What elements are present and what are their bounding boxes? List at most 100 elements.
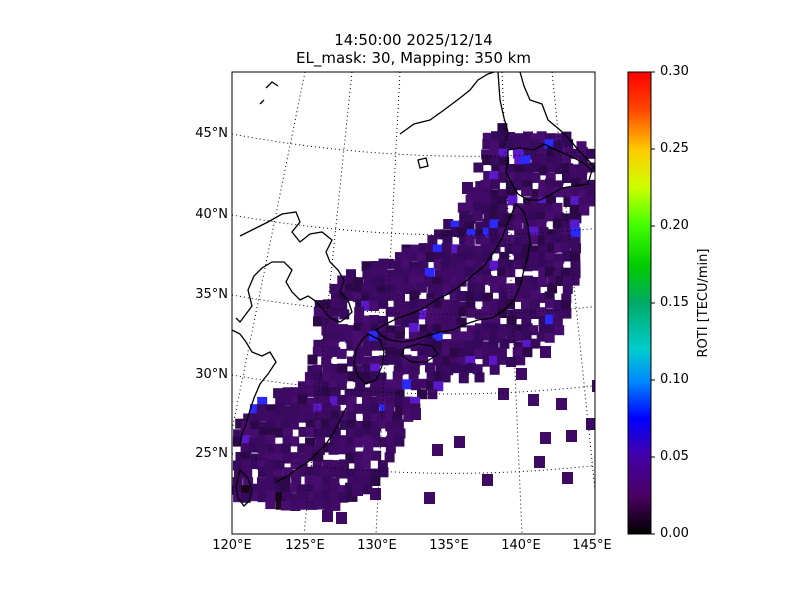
roti-cell	[546, 196, 556, 207]
roti-cell	[547, 229, 558, 240]
roti-cell	[410, 380, 421, 391]
roti-cell	[458, 220, 469, 231]
roti-cell	[523, 131, 533, 142]
roti-cell	[497, 123, 508, 134]
roti-cell	[274, 419, 285, 430]
roti-cell	[562, 283, 573, 294]
roti-cell	[378, 316, 389, 326]
roti-cell	[475, 181, 486, 192]
roti-cell	[419, 309, 429, 320]
roti-cell	[416, 251, 427, 262]
roti-cell	[563, 163, 574, 174]
roti-cell	[402, 248, 413, 260]
roti-cell	[363, 277, 374, 288]
roti-cell	[576, 141, 587, 152]
roti-cell	[521, 331, 532, 342]
roti-cell	[378, 298, 389, 309]
roti-cell	[539, 324, 549, 335]
roti-cell	[490, 282, 500, 293]
roti-cell	[275, 403, 285, 414]
roti-cell	[488, 276, 499, 286]
roti-cell	[552, 202, 563, 213]
roti-cell	[282, 491, 292, 502]
roti-cell	[491, 131, 501, 142]
roti-cell	[458, 331, 469, 342]
roti-cell	[553, 180, 564, 191]
roti-cell	[475, 234, 486, 245]
roti-cell	[464, 341, 475, 351]
roti-cell	[313, 452, 324, 463]
roti-cell	[282, 435, 293, 446]
roti-cell	[472, 253, 483, 263]
roti-cell	[547, 283, 558, 294]
roti-cell	[338, 435, 349, 446]
roti-cell	[328, 379, 339, 390]
roti-cell	[474, 372, 485, 383]
roti-cell	[586, 148, 595, 159]
roti-cell	[499, 338, 510, 349]
roti-cell	[562, 472, 573, 484]
roti-cell	[328, 316, 339, 327]
roti-cell	[408, 275, 419, 286]
roti-cell	[482, 139, 493, 150]
roti-cell	[426, 370, 437, 381]
roti-cell	[314, 421, 325, 432]
roti-cell	[394, 349, 405, 359]
roti-cell	[544, 178, 555, 189]
roti-cell	[376, 380, 387, 391]
roti-cell	[338, 492, 349, 503]
roti-cell	[290, 387, 301, 398]
roti-cell	[475, 282, 486, 293]
roti-cell	[313, 491, 324, 502]
roti-cell	[569, 204, 580, 215]
roti-cell	[408, 315, 419, 326]
roti-cell	[529, 299, 540, 310]
roti-cell	[338, 284, 349, 295]
roti-cell	[544, 332, 555, 343]
roti-cell	[354, 284, 365, 295]
roti-cell	[249, 483, 260, 494]
roti-cell	[377, 395, 388, 406]
roti-cell	[322, 372, 333, 383]
roti-cell	[569, 219, 580, 230]
roti-cell	[362, 333, 373, 343]
roti-cell	[409, 290, 420, 301]
roti-cell	[440, 261, 451, 272]
roti-cell	[402, 404, 413, 415]
roti-cell	[352, 365, 363, 376]
roti-cell	[432, 324, 443, 335]
roti-cell	[534, 456, 545, 468]
roti-cell	[346, 403, 357, 414]
roti-cell	[578, 197, 589, 208]
roti-cell	[232, 477, 243, 488]
roti-cell	[395, 404, 406, 415]
lon-label-140: 140°E	[501, 538, 541, 553]
roti-cell	[554, 133, 565, 144]
roti-cell	[417, 347, 428, 358]
roti-cell	[379, 418, 390, 429]
roti-cell	[313, 306, 324, 317]
roti-cell	[393, 300, 404, 310]
roti-cell	[498, 284, 509, 295]
roti-cell	[385, 347, 396, 357]
roti-cell	[321, 325, 332, 336]
roti-cell	[280, 476, 291, 487]
roti-cell	[497, 301, 508, 312]
roti-cell	[330, 427, 341, 438]
roti-cell	[432, 244, 443, 255]
roti-cell	[441, 324, 451, 335]
roti-cell	[458, 301, 469, 312]
roti-cell	[490, 155, 501, 166]
roti-cell	[546, 155, 557, 166]
roti-cell	[561, 308, 572, 319]
roti-cell	[281, 405, 292, 416]
lon-label-130: 130°E	[357, 538, 397, 553]
roti-cell	[473, 187, 484, 198]
roti-cell	[464, 221, 475, 232]
roti-cell	[281, 421, 292, 432]
roti-cell	[258, 426, 269, 437]
roti-cell	[329, 332, 340, 343]
roti-cell	[385, 325, 396, 336]
roti-cell	[232, 436, 243, 447]
roti-cell	[553, 261, 564, 272]
